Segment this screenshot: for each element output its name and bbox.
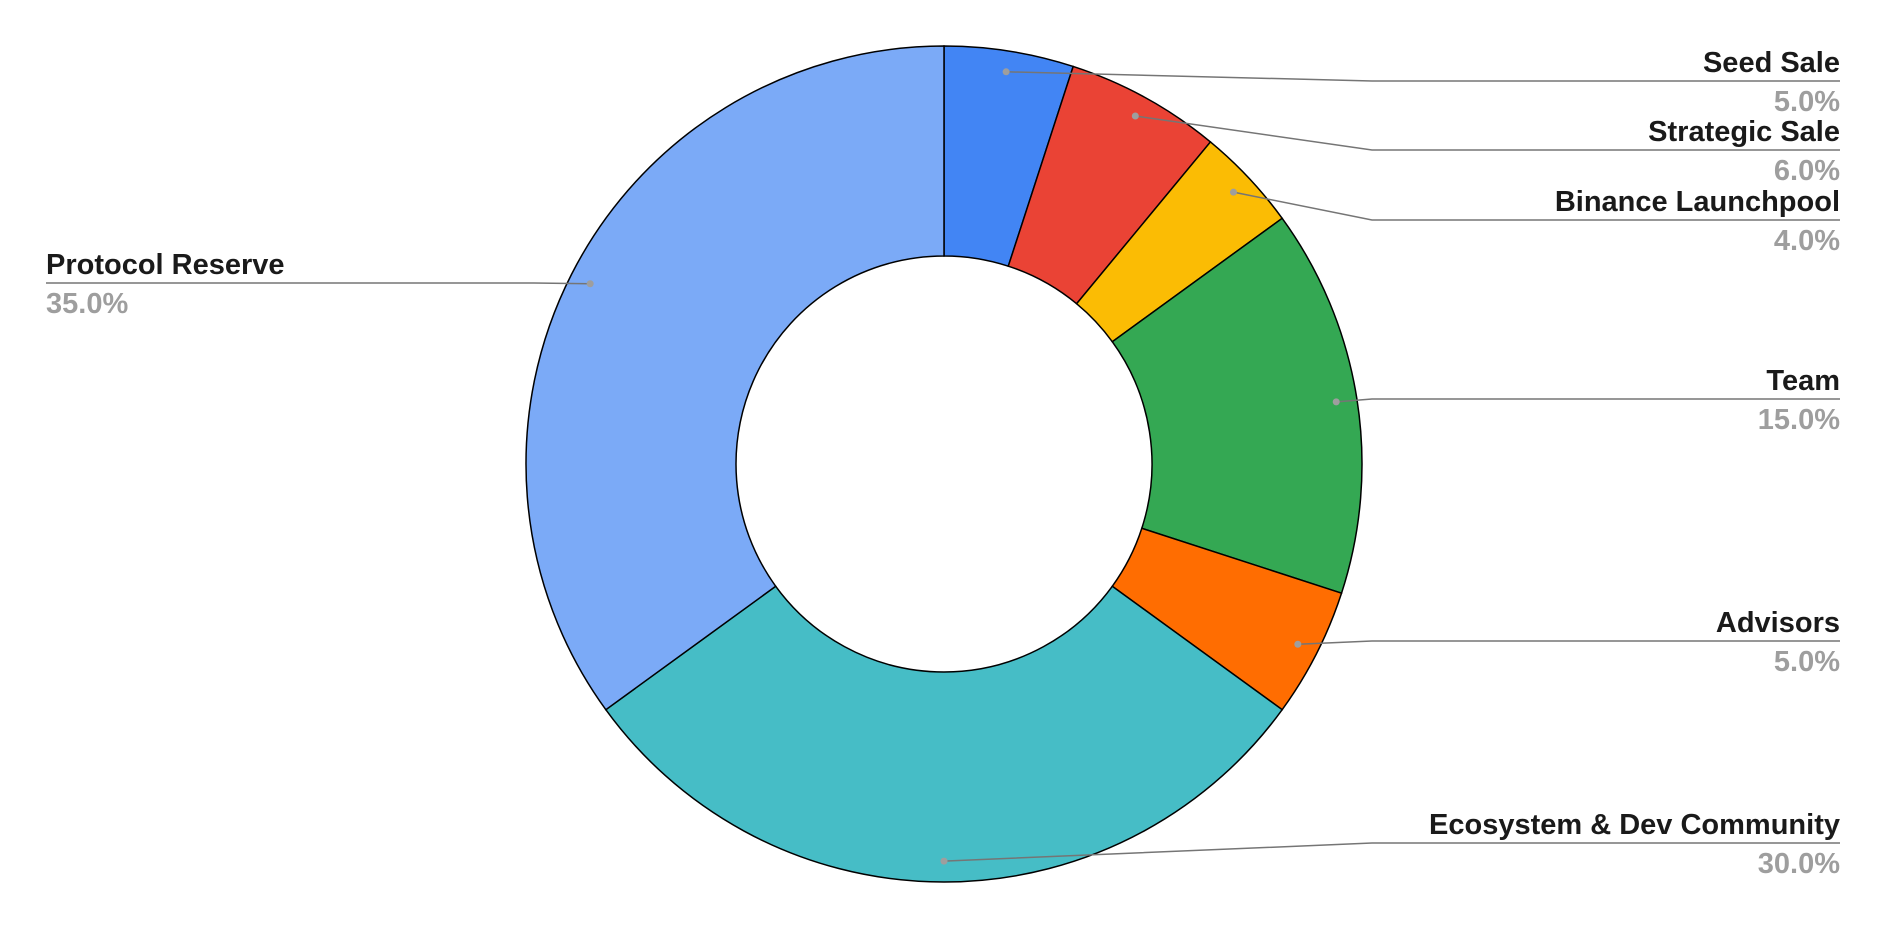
leader-line <box>46 282 591 285</box>
leader-dot <box>1294 640 1302 648</box>
slice-value-label: 15.0% <box>1758 404 1840 436</box>
slice <box>525 45 945 711</box>
slice-label: Advisors <box>1716 607 1840 639</box>
slice-label: Strategic Sale <box>1648 116 1840 148</box>
leader-line <box>1135 115 1840 151</box>
slice-label: Team <box>1766 365 1840 397</box>
slice <box>604 585 1284 883</box>
leader-line <box>943 842 1840 862</box>
leader-line <box>1006 71 1840 82</box>
slice-label: Ecosystem & Dev Community <box>1429 809 1840 841</box>
leader-line <box>1336 398 1840 403</box>
slice-value-label: 30.0% <box>1758 848 1840 880</box>
slice-value-label: 5.0% <box>1774 86 1840 118</box>
slice-label: Protocol Reserve <box>46 249 285 281</box>
slice-value-label: 5.0% <box>1774 646 1840 678</box>
leader-dot <box>586 280 594 288</box>
leader-dot <box>1131 112 1139 120</box>
leader-dot <box>1229 188 1237 196</box>
slice-value-label: 35.0% <box>46 288 128 320</box>
leader-dot <box>1332 398 1340 406</box>
slice-value-label: 6.0% <box>1774 155 1840 187</box>
slice-label: Seed Sale <box>1703 47 1840 79</box>
slice <box>1111 217 1363 595</box>
leader-line <box>1297 640 1840 646</box>
leader-dot <box>940 857 948 865</box>
leader-dot <box>1002 68 1010 76</box>
slice-value-label: 4.0% <box>1774 225 1840 257</box>
slice-label: Binance Launchpool <box>1555 186 1840 218</box>
leader-line <box>1233 191 1840 221</box>
